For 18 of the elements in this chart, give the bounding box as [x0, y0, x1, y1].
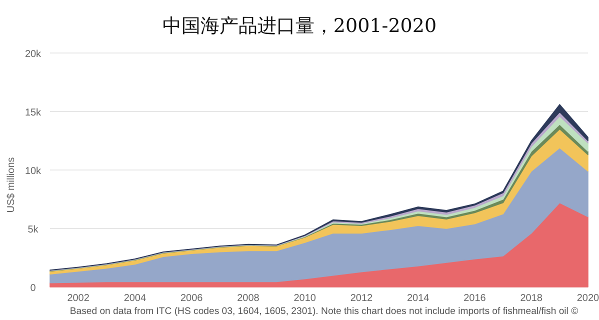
x-tick-label: 2018	[520, 293, 543, 304]
x-tick-label: 2014	[406, 293, 430, 304]
y-axis-title: US$ millions	[6, 157, 17, 213]
y-tick-label: 10k	[24, 166, 42, 177]
y-tick-label: 0	[30, 283, 36, 294]
x-tick-label: 2002	[67, 293, 90, 304]
x-tick-label: 2016	[464, 293, 486, 304]
x-tick-label: 2006	[180, 293, 204, 304]
x-tick-label: 2010	[294, 293, 316, 304]
x-tick-label: 2004	[124, 293, 147, 304]
x-tick-label: 2012	[350, 293, 374, 304]
y-tick-label: 15k	[24, 108, 42, 118]
chart-title: 中国海产品进口量，2001-2020	[162, 15, 437, 37]
y-tick-label: 5k	[28, 224, 40, 236]
y-tick-label: 20k	[24, 49, 42, 60]
x-tick-label: 2008	[237, 293, 260, 304]
x-tick-label: 2020	[576, 293, 599, 304]
text: Based on data from ITC (HS codes 03, 1604, 1605, 2301). Note this chart does not include imports of fishmeal/fish oil ©	[70, 306, 578, 317]
